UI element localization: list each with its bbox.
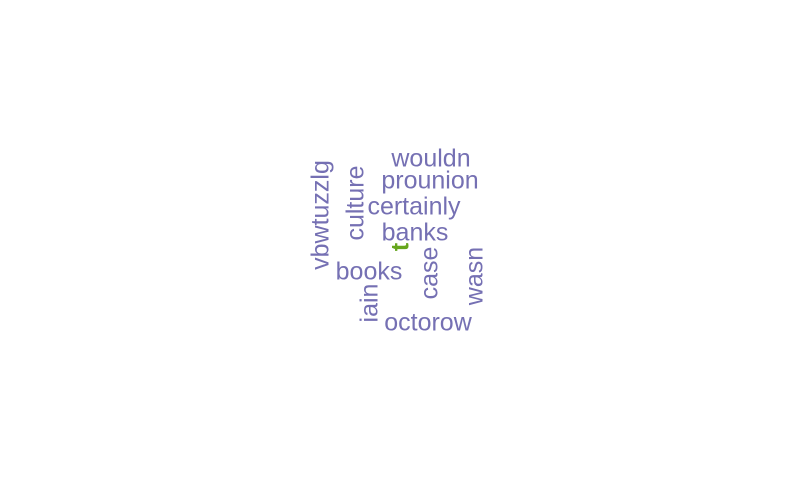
word-vbwtuzzlg: vbwtuzzlg: [306, 160, 335, 270]
word-prounion: prounion: [381, 166, 479, 195]
word-t: t: [386, 242, 415, 252]
word-octorow: octorow: [384, 308, 472, 337]
word-wasn: wasn: [460, 246, 489, 306]
word-iain: iain: [355, 283, 384, 323]
word-case: case: [415, 246, 444, 300]
word-books: books: [335, 257, 403, 286]
word-culture: culture: [341, 165, 370, 241]
word-banks: banks: [381, 218, 449, 247]
word-certainly: certainly: [367, 192, 461, 221]
word-wouldn: wouldn: [391, 144, 471, 173]
